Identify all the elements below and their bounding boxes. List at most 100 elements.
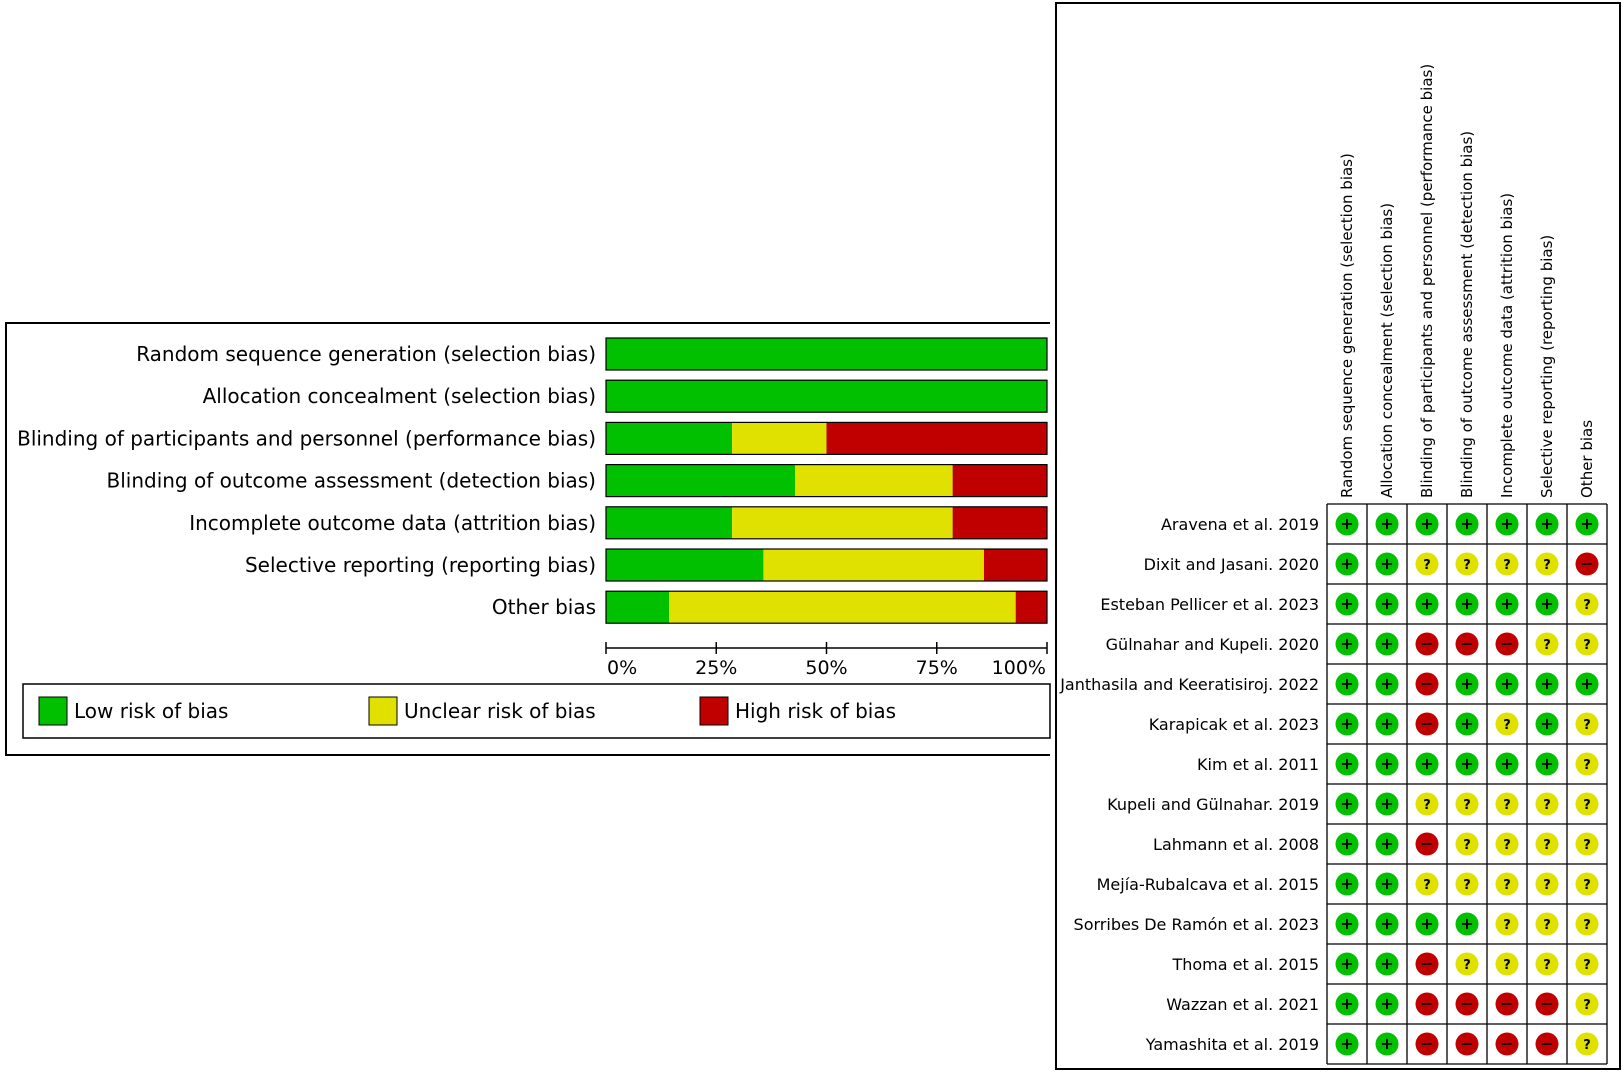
- rating-symbol: +: [1340, 874, 1353, 893]
- rating-symbol: +: [1340, 714, 1353, 733]
- rating-circle: [1535, 672, 1559, 696]
- rating-circle: [1375, 1032, 1399, 1056]
- rating-circle: [1535, 1032, 1559, 1056]
- rating-circle: [1415, 952, 1439, 976]
- rating-circle: [1415, 552, 1439, 576]
- study-label: Lahmann et al. 2008: [1153, 835, 1319, 854]
- category-label: Selective reporting (reporting bias): [245, 553, 596, 577]
- rating-symbol: ?: [1463, 558, 1471, 573]
- rating-circle: [1575, 552, 1599, 576]
- rating-symbol: ?: [1503, 958, 1511, 973]
- rating-circle: [1455, 632, 1479, 656]
- rating-circle: [1335, 1032, 1359, 1056]
- rating-circle: [1495, 792, 1519, 816]
- rating-symbol: −: [1460, 1034, 1473, 1053]
- x-tick-label: 50%: [805, 657, 847, 679]
- rating-symbol: −: [1420, 634, 1433, 653]
- rating-symbol: ?: [1503, 838, 1511, 853]
- study-label: Dixit and Jasani. 2020: [1144, 555, 1319, 574]
- x-tick-label: 100%: [992, 657, 1046, 679]
- rating-symbol: −: [1580, 554, 1593, 573]
- rating-circle: [1495, 992, 1519, 1016]
- rating-circle: [1575, 912, 1599, 936]
- rating-symbol: +: [1420, 914, 1433, 933]
- bar-outline: [605, 464, 1048, 498]
- rating-circle: [1535, 952, 1559, 976]
- study-label: Gülnahar and Kupeli. 2020: [1106, 635, 1319, 654]
- bar-segment: [732, 506, 953, 539]
- study-label: Wazzan et al. 2021: [1166, 995, 1319, 1014]
- rating-circle: [1535, 992, 1559, 1016]
- rating-circle: [1375, 872, 1399, 896]
- rating-symbol: +: [1540, 514, 1553, 533]
- rating-circle: [1335, 992, 1359, 1016]
- rating-circle: [1335, 552, 1359, 576]
- column-header: Blinding of participants and personnel (…: [1418, 64, 1436, 498]
- bar-outline: [605, 548, 1048, 582]
- bar-segment: [826, 422, 1047, 455]
- rating-symbol: −: [1420, 994, 1433, 1013]
- study-label: Kupeli and Gülnahar. 2019: [1107, 795, 1319, 814]
- rating-circle: [1535, 512, 1559, 536]
- rating-circle: [1455, 512, 1479, 536]
- rating-circle: [1415, 592, 1439, 616]
- category-label: Random sequence generation (selection bi…: [136, 342, 596, 366]
- rating-circle: [1375, 912, 1399, 936]
- rating-symbol: +: [1460, 914, 1473, 933]
- rating-symbol: ?: [1583, 798, 1591, 813]
- rating-circle: [1495, 632, 1519, 656]
- rating-symbol: +: [1380, 634, 1393, 653]
- bar-outline: [605, 421, 1048, 456]
- rating-symbol: −: [1420, 714, 1433, 733]
- bar-outline: [605, 590, 1048, 624]
- rating-circle: [1455, 872, 1479, 896]
- rating-circle: [1415, 512, 1439, 536]
- bar-segment: [732, 422, 827, 455]
- rating-symbol: ?: [1543, 558, 1551, 573]
- rating-circle: [1575, 752, 1599, 776]
- rating-circle: [1375, 952, 1399, 976]
- column-header: Other bias: [1578, 420, 1596, 498]
- rating-symbol: +: [1500, 594, 1513, 613]
- rating-symbol: ?: [1583, 998, 1591, 1013]
- rating-symbol: ?: [1543, 838, 1551, 853]
- study-label: Thoma et al. 2015: [1171, 955, 1319, 974]
- rating-symbol: +: [1460, 674, 1473, 693]
- rating-symbol: ?: [1503, 718, 1511, 733]
- study-label: Janthasila and Keeratisiroj. 2022: [1059, 675, 1319, 694]
- rating-circle: [1495, 832, 1519, 856]
- rating-symbol: +: [1380, 874, 1393, 893]
- rating-symbol: +: [1380, 514, 1393, 533]
- rating-circle: [1495, 872, 1519, 896]
- bar-segment: [606, 338, 1047, 370]
- rating-symbol: ?: [1463, 878, 1471, 893]
- rating-symbol: +: [1340, 674, 1353, 693]
- x-tick-label: 25%: [695, 657, 737, 679]
- rating-circle: [1415, 832, 1439, 856]
- rating-circle: [1335, 632, 1359, 656]
- rating-symbol: −: [1500, 994, 1513, 1013]
- rating-circle: [1335, 832, 1359, 856]
- rating-symbol: +: [1340, 554, 1353, 573]
- rating-symbol: ?: [1583, 838, 1591, 853]
- rating-circle: [1495, 752, 1519, 776]
- rating-symbol: ?: [1423, 798, 1431, 813]
- bar-segment: [952, 464, 1047, 497]
- rating-symbol: ?: [1543, 958, 1551, 973]
- rating-symbol: ?: [1503, 918, 1511, 933]
- rating-circle: [1575, 832, 1599, 856]
- rating-circle: [1535, 832, 1559, 856]
- column-header: Allocation concealment (selection bias): [1378, 203, 1396, 498]
- rating-symbol: ?: [1543, 638, 1551, 653]
- rating-symbol: +: [1340, 834, 1353, 853]
- rating-symbol: +: [1500, 674, 1513, 693]
- rating-symbol: +: [1380, 1034, 1393, 1053]
- rating-circle: [1455, 752, 1479, 776]
- rating-symbol: ?: [1583, 918, 1591, 933]
- rating-circle: [1415, 752, 1439, 776]
- rating-circle: [1535, 592, 1559, 616]
- rating-symbol: ?: [1463, 958, 1471, 973]
- rating-circle: [1575, 632, 1599, 656]
- rating-circle: [1495, 712, 1519, 736]
- rating-symbol: −: [1460, 634, 1473, 653]
